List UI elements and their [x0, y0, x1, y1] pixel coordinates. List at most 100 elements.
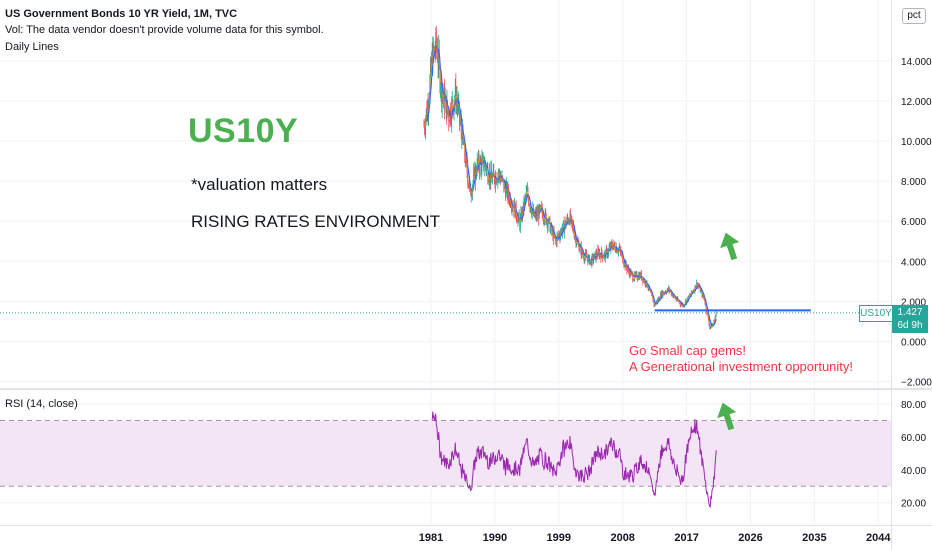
candle-body — [627, 269, 628, 271]
time-axis-ticks[interactable]: 1981 1990 1999 2008 2017 2026 2035 2044 — [419, 532, 892, 544]
candle-body — [529, 205, 531, 209]
candle-body — [488, 180, 489, 182]
rates-annotation[interactable]: RISING RATES ENVIRONMENT — [191, 212, 441, 231]
candle-body — [597, 249, 599, 257]
rsi-tick-label: 60.00 — [901, 433, 926, 444]
candle-body — [492, 175, 493, 183]
last-price-tag: 1.427 6d 9h — [892, 305, 928, 333]
candle-body — [524, 197, 526, 200]
candle-body — [649, 289, 651, 291]
valuation-annotation[interactable]: *valuation matters — [191, 175, 328, 194]
candle-body — [608, 247, 610, 249]
candle-body — [702, 293, 703, 297]
candle-body — [430, 62, 431, 79]
candle-body — [698, 286, 700, 288]
rsi-axis-ticks[interactable]: 80.00 60.00 40.00 20.00 — [901, 400, 926, 510]
candle-body — [424, 126, 425, 129]
candle-body — [647, 287, 649, 289]
candle-body — [446, 96, 447, 118]
candle-body — [567, 217, 569, 220]
ticker-annotation[interactable]: US10Y — [188, 112, 299, 150]
price-axis-ticks[interactable]: 14.000 12.000 10.000 8.000 6.000 4.000 2.000 0.… — [901, 57, 932, 389]
price-up-arrow-head — [720, 232, 740, 249]
candle-body — [587, 258, 589, 263]
rsi-up-arrow-head — [717, 402, 737, 419]
candle-body — [550, 224, 552, 227]
candle-body — [557, 235, 558, 236]
candle-body — [598, 249, 599, 252]
candle-body — [483, 166, 485, 169]
candle-body — [546, 220, 548, 224]
price-tick-label: 2.000 — [901, 297, 926, 308]
generational-annotation[interactable]: A Generational investment opportunity! — [629, 359, 854, 374]
candle-body — [563, 221, 564, 223]
chart-title[interactable]: US Government Bonds 10 YR Yield, 1M, TVC — [5, 8, 238, 20]
candle-body — [621, 253, 622, 255]
price-up-arrow — [720, 232, 740, 261]
candle-body — [448, 121, 450, 123]
candle-body — [506, 183, 508, 198]
time-tick-label: 2017 — [674, 532, 698, 544]
candle-body — [700, 290, 702, 292]
candle-body — [663, 291, 664, 294]
candle-body — [547, 223, 549, 227]
candle-body — [470, 186, 471, 196]
time-tick-label: 1981 — [419, 532, 443, 544]
candle-body — [522, 201, 524, 215]
candle-body — [563, 221, 565, 233]
candle-body — [510, 204, 512, 207]
candle-body — [585, 252, 587, 255]
price-tick-label: 12.000 — [901, 97, 932, 108]
candle-body — [559, 236, 561, 239]
candle-body — [592, 255, 593, 257]
candle-body — [572, 219, 573, 226]
candle-body — [424, 128, 426, 130]
candle-body — [661, 291, 663, 296]
candle-body — [554, 236, 556, 241]
candle-body — [440, 88, 441, 89]
candle-body — [570, 212, 571, 222]
candle-body — [491, 168, 492, 178]
price-tick-label: 8.000 — [901, 177, 926, 188]
candle-body — [565, 220, 567, 226]
candle-body — [691, 290, 693, 293]
candle-body — [632, 273, 634, 280]
candle-body — [573, 233, 575, 238]
volume-note: Vol: The data vendor doesn't provide vol… — [5, 24, 324, 36]
candle-body — [612, 246, 613, 250]
rsi-label[interactable]: RSI (14, close) — [5, 398, 78, 410]
candle-body — [706, 312, 708, 314]
candle-body — [544, 221, 545, 223]
candle-body — [494, 181, 496, 185]
time-tick-label: 2008 — [610, 532, 634, 544]
candle-body — [594, 252, 596, 255]
small-cap-annotation[interactable]: Go Small cap gems! — [629, 343, 747, 358]
rsi-band — [0, 420, 891, 487]
candle-body — [579, 245, 581, 250]
candle-body — [588, 255, 590, 257]
candle-body — [425, 109, 427, 119]
candle-body — [528, 204, 530, 206]
candle-body — [622, 262, 624, 264]
candle-body — [633, 279, 634, 281]
candle-body — [504, 182, 505, 189]
daily-lines-label[interactable]: Daily Lines — [5, 41, 59, 53]
candle-body — [465, 154, 467, 164]
candle-body — [708, 320, 710, 325]
price-up-arrow-shaft — [726, 243, 738, 261]
candle-body — [553, 231, 554, 240]
candle-body — [641, 278, 643, 280]
candle-body — [564, 225, 566, 233]
candle-body — [482, 155, 484, 157]
rsi-up-arrow — [717, 402, 737, 431]
candle-body — [477, 159, 479, 164]
candle-body — [690, 290, 692, 295]
candle-body — [534, 214, 536, 217]
candle-body — [480, 159, 482, 162]
rsi-tick-label: 20.00 — [901, 499, 926, 510]
candle-body — [564, 220, 566, 226]
candle-body — [680, 303, 682, 306]
unit-toggle-button[interactable]: pct — [902, 8, 926, 24]
candle-body — [435, 32, 437, 46]
